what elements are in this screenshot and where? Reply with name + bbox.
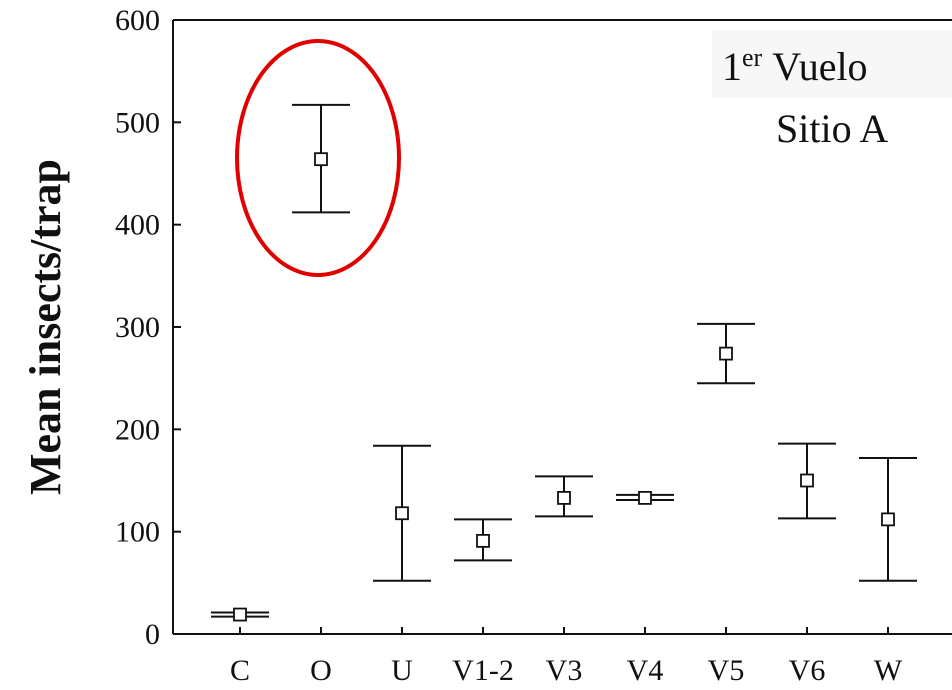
mean-point-O: [314, 152, 328, 167]
x-tick-label-U: U: [391, 654, 413, 687]
data-marks: [211, 103, 917, 622]
x-tick-label-V3: V3: [546, 654, 583, 687]
y-tick-label-600: 600: [115, 4, 160, 37]
annotation-line1-rest: Vuelo: [772, 44, 867, 89]
y-tick-label-200: 200: [115, 413, 160, 446]
mean-point-U: [395, 506, 409, 521]
y-axis-label: Mean insects/trap: [21, 159, 70, 495]
mean-point-V5: [719, 346, 733, 361]
x-labels: C O U V1-2 V3 V4 V5 V6 W: [230, 627, 903, 687]
x-tick-label-W: W: [874, 654, 903, 687]
mean-point-V1-2: [476, 533, 490, 548]
x-tick-label-C: C: [230, 654, 250, 687]
x-tick-label-V1-2: V1-2: [452, 654, 514, 687]
mean-point-V4: [638, 490, 652, 505]
mean-point-W: [881, 512, 895, 527]
y-tick-label-100: 100: [115, 516, 160, 549]
mean-point-V3: [557, 490, 571, 505]
annotation-line1: 1er Vuelo: [722, 43, 868, 89]
x-tick-label-V5: V5: [708, 654, 745, 687]
x-tick-label-V6: V6: [789, 654, 826, 687]
mean-point-C: [233, 607, 247, 622]
x-tick-label-O: O: [310, 654, 332, 687]
y-ticks: 0 100 200 300 400 500 600: [115, 4, 181, 651]
y-tick-label-0: 0: [145, 618, 160, 651]
annotation-background: [712, 30, 952, 98]
y-tick-label-300: 300: [115, 311, 160, 344]
x-tick-label-V4: V4: [627, 654, 664, 687]
annotation-line1-main: 1: [722, 44, 742, 89]
y-tick-label-400: 400: [115, 209, 160, 242]
highlight-ellipse: [235, 39, 401, 277]
mean-point-V6: [800, 473, 814, 488]
annotation-line2: Sitio A: [776, 106, 888, 151]
y-tick-label-500: 500: [115, 106, 160, 139]
annotation-line1-sup: er: [742, 43, 763, 72]
